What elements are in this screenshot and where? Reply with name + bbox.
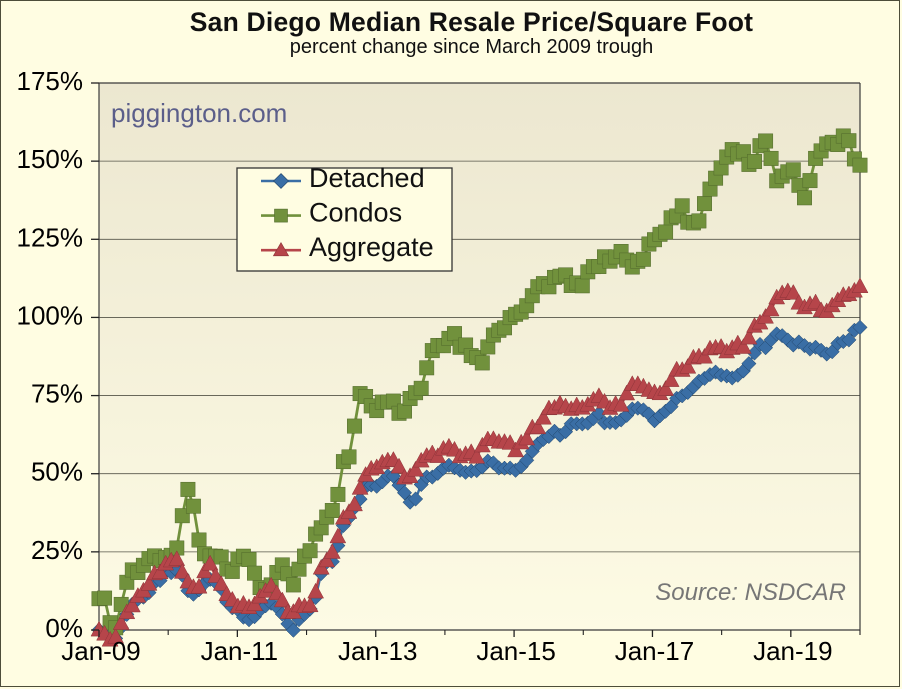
svg-text:Source: NSDCAR: Source: NSDCAR	[655, 579, 846, 606]
svg-text:125%: 125%	[17, 222, 84, 252]
svg-text:piggington.com: piggington.com	[111, 98, 287, 128]
svg-text:Jan-17: Jan-17	[615, 636, 695, 666]
svg-text:175%: 175%	[17, 66, 84, 96]
svg-text:Jan-09: Jan-09	[61, 636, 141, 666]
svg-text:Detached: Detached	[309, 163, 425, 193]
svg-text:75%: 75%	[31, 379, 83, 409]
svg-text:Aggregate: Aggregate	[309, 232, 434, 262]
svg-text:Jan-13: Jan-13	[338, 636, 418, 666]
svg-text:Jan-11: Jan-11	[201, 636, 279, 666]
svg-text:150%: 150%	[17, 144, 84, 174]
svg-text:Condos: Condos	[309, 198, 402, 228]
svg-text:Jan-19: Jan-19	[753, 636, 833, 666]
svg-text:25%: 25%	[31, 535, 83, 565]
svg-text:100%: 100%	[17, 300, 84, 330]
svg-text:50%: 50%	[31, 457, 83, 487]
svg-text:Jan-15: Jan-15	[476, 636, 556, 666]
